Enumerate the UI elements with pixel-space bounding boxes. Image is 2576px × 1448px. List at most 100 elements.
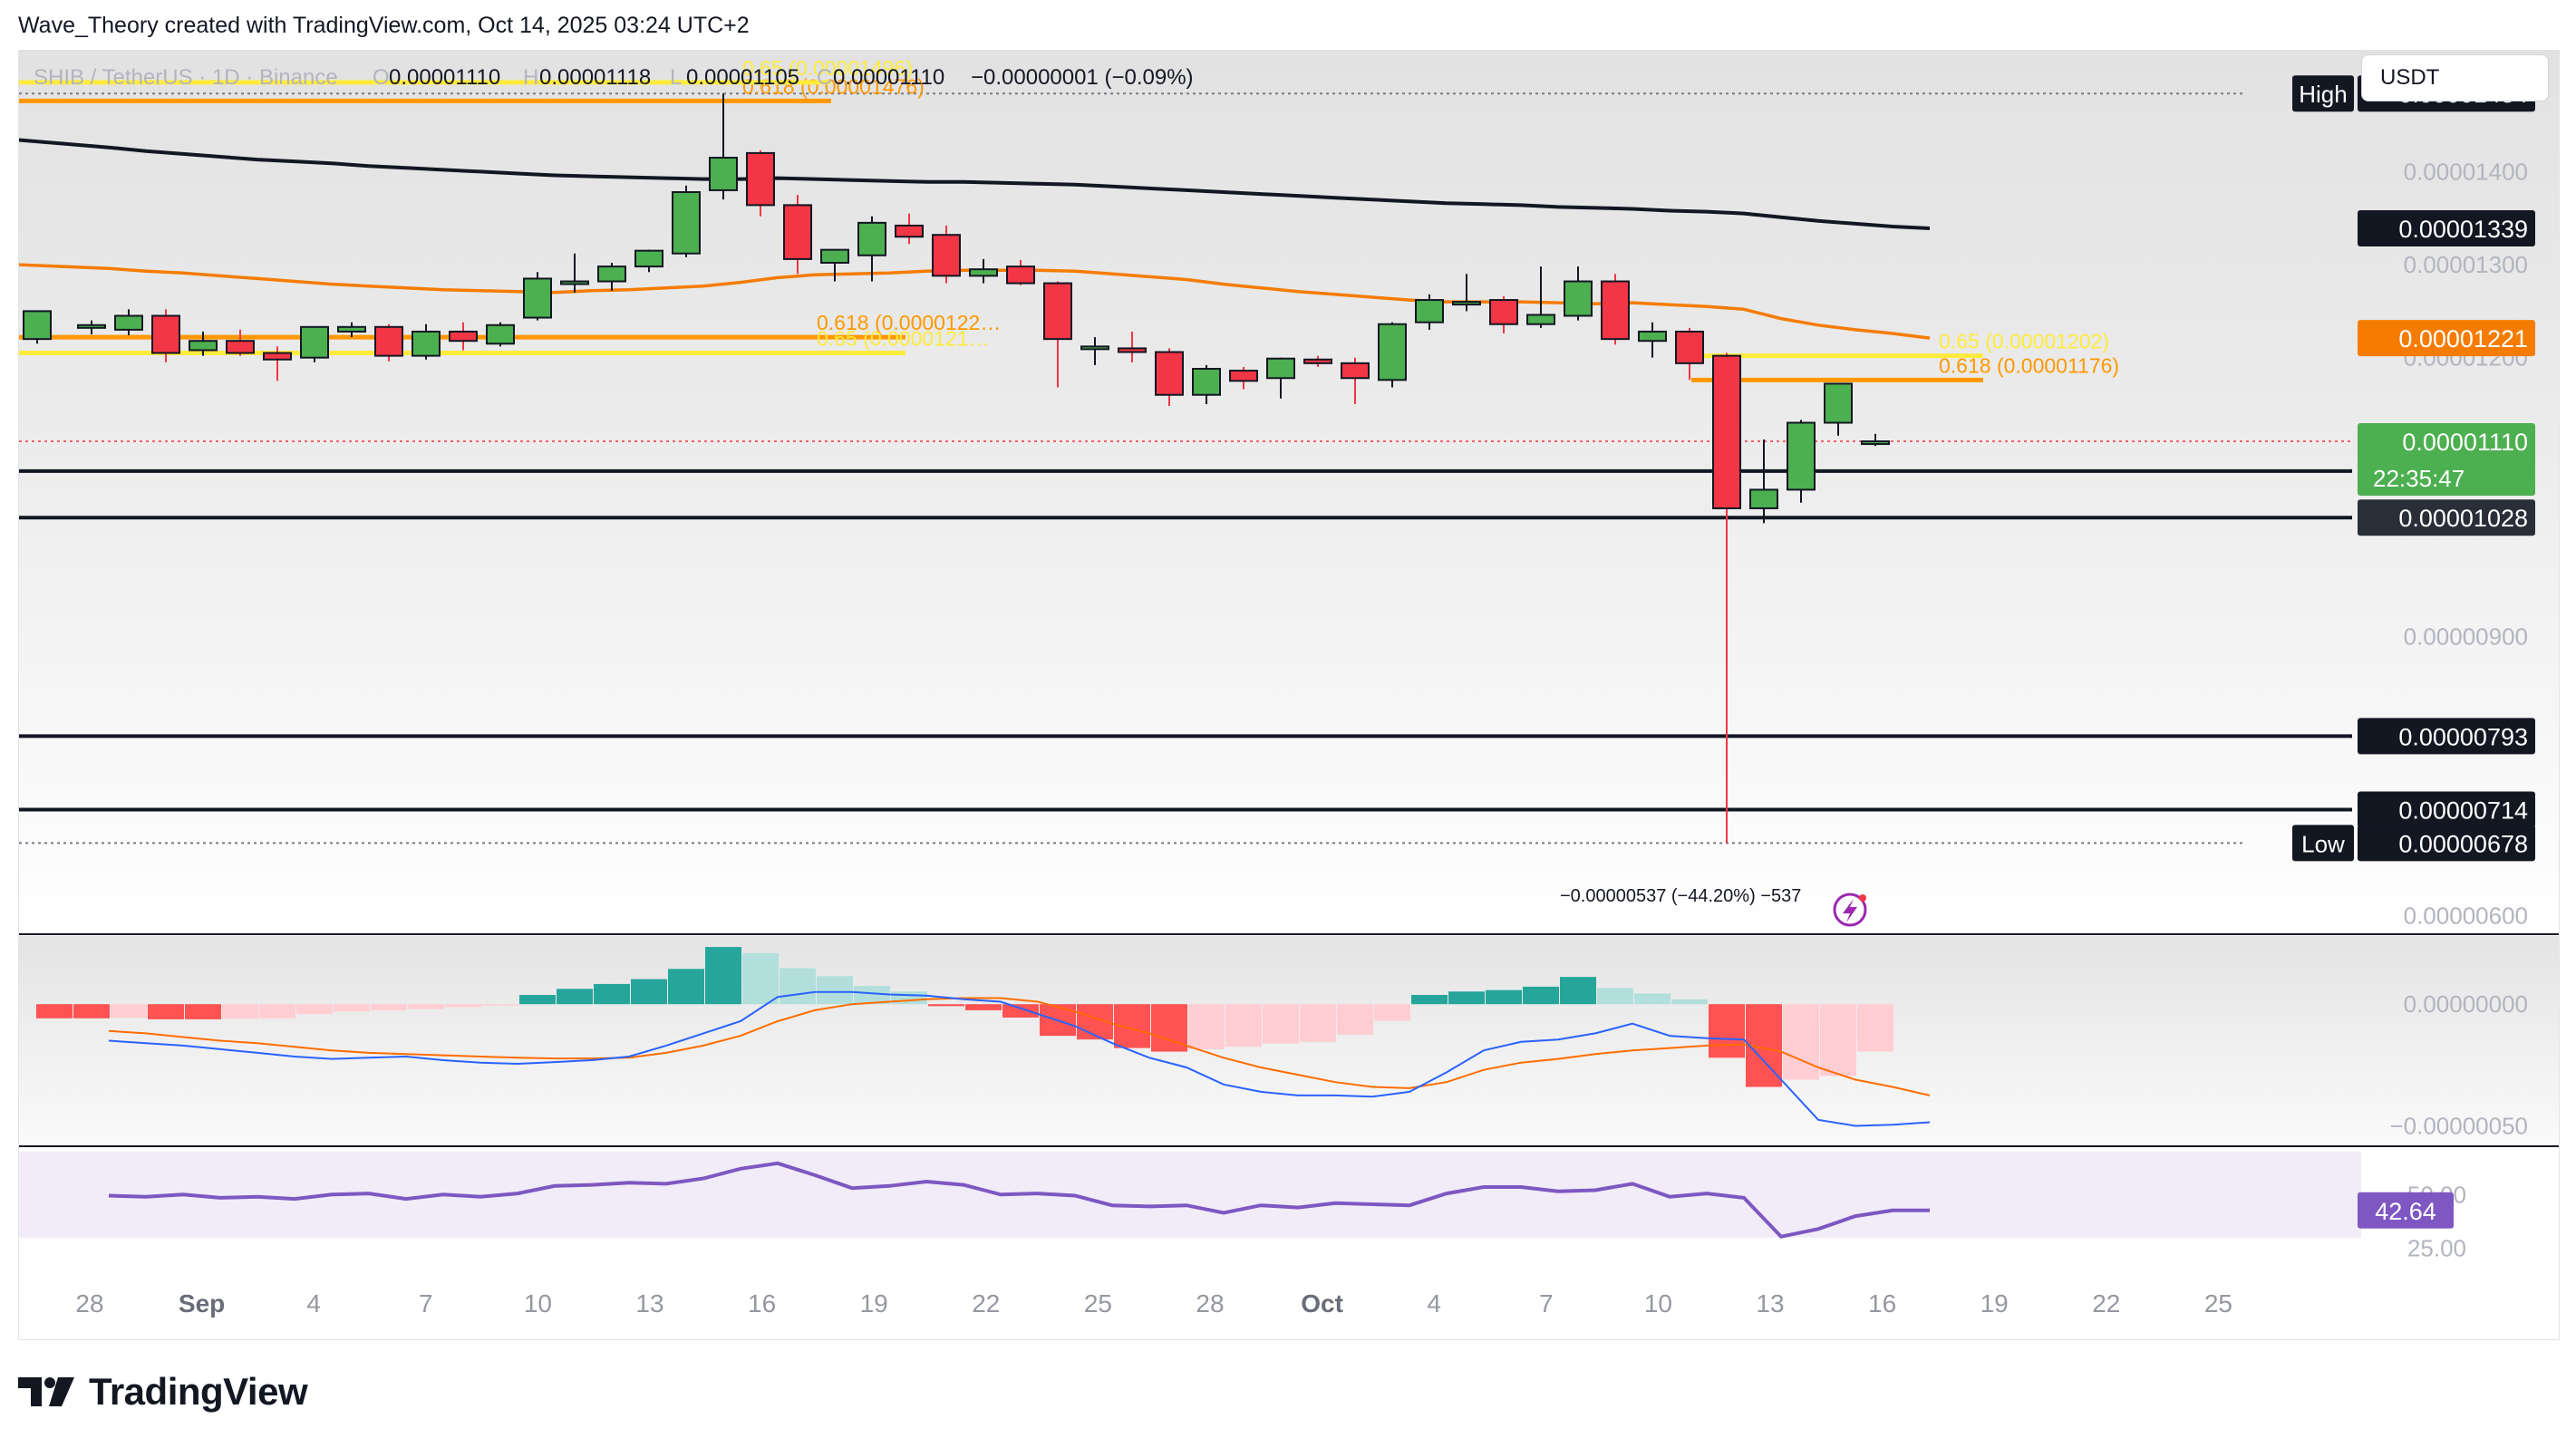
fib-label-1: 0.65 (0.00001496) <box>742 56 913 80</box>
author-attribution: Wave_Theory created with TradingView.com… <box>18 13 750 38</box>
candle-29 <box>1118 331 1147 362</box>
candle-body <box>1749 488 1778 509</box>
candle-37 <box>1415 294 1444 330</box>
candle-26 <box>1006 259 1035 285</box>
candle-body <box>226 340 255 354</box>
macd-bar-32 <box>1225 1004 1262 1047</box>
candle-body <box>1378 323 1407 381</box>
tradingview-logo-text: TradingView <box>89 1370 308 1413</box>
time-tick-8: 22 <box>972 1289 1000 1318</box>
candle-46 <box>1749 439 1778 524</box>
candle-body <box>263 352 292 361</box>
axis-prefix-bg-0 <box>2292 75 2354 112</box>
tradingview-logo[interactable]: TradingView <box>18 1370 308 1414</box>
candle-27 <box>1043 281 1072 388</box>
macd-bar-9 <box>371 1004 407 1010</box>
candle-body <box>374 325 403 357</box>
chart-area[interactable]: 0.618 (0.00001476) 0.65 (0.00001496) 0.618… <box>18 50 2560 1340</box>
macd-line <box>108 990 1931 1127</box>
time-tick-0: 28 <box>75 1289 103 1318</box>
candle-41 <box>1564 266 1593 321</box>
candle-10 <box>412 323 441 360</box>
tradingview-logo-icon <box>18 1377 74 1406</box>
candle-body <box>746 151 775 207</box>
bolt-icon-glyph <box>1843 899 1857 922</box>
candle-body <box>1192 368 1221 396</box>
measure-label: −0.00000537 (−44.20%) −537 <box>1560 886 1801 906</box>
axis-prefix-0: High <box>2299 81 2347 108</box>
candle-body <box>449 330 478 343</box>
macd-bar-16 <box>631 979 667 1005</box>
candle-body <box>857 221 886 256</box>
legend-item-7: C <box>817 65 832 90</box>
macd-bar-47 <box>1783 1004 1819 1080</box>
rsi-band <box>19 1151 2361 1238</box>
axis-label-2: 0.00001221 <box>2398 325 2528 352</box>
macd-bar-42 <box>1597 988 1633 1005</box>
macd-signal-line <box>108 997 1931 1096</box>
level-label-bg-1 <box>2358 499 2535 536</box>
price-tick-0: 0.00001400 <box>2404 158 2528 185</box>
bolt-icon <box>1833 893 1867 927</box>
price-axis[interactable]: 0.000014000.000013000.000012000.00000900… <box>2292 51 2560 1340</box>
candle-0 <box>23 310 52 344</box>
macd-bar-13 <box>519 995 556 1005</box>
candle-21 <box>820 248 849 282</box>
macd-bar-38 <box>1448 991 1485 1005</box>
level-label-bg-3 <box>2358 791 2535 828</box>
rsi-band-layer <box>19 1151 2361 1238</box>
candle-body <box>1266 357 1295 380</box>
candle-body <box>337 325 366 333</box>
fib-label-2: 0.618 (0.0000122… <box>817 311 1001 334</box>
macd-bar-11 <box>445 1004 481 1008</box>
candle-body <box>23 310 52 341</box>
rsi-last-label: 42.64 <box>2375 1198 2436 1225</box>
candle-24 <box>932 225 961 284</box>
candlestick-series <box>23 93 1890 844</box>
candle-1 <box>77 320 106 335</box>
ohlc-legend: SHIB / TetherUS · 1D · Binance O 0.0000111… <box>34 65 1194 90</box>
macd-indicator <box>36 947 1931 1127</box>
candle-body <box>189 340 218 352</box>
candle-48 <box>1824 382 1853 436</box>
candle-3 <box>151 309 180 362</box>
time-tick-5: 13 <box>635 1289 663 1318</box>
legend-item-8: 0.00001110 <box>833 65 944 90</box>
macd-bar-21 <box>817 976 853 1005</box>
level-label-2: 0.00000793 <box>2398 723 2528 750</box>
macd-bar-20 <box>780 968 816 1005</box>
candle-49 <box>1861 433 1890 447</box>
macd-bar-45 <box>1709 1004 1745 1058</box>
time-axis[interactable]: 28 Sep 4 7 10 13 16 19 22 25 28 Oct 4 7 10 13 16 19 22 25 <box>75 1289 2232 1318</box>
candle-body <box>1415 299 1444 323</box>
candle-body <box>560 280 589 285</box>
macd-bar-12 <box>482 1004 518 1006</box>
candle-body <box>1601 280 1630 341</box>
rsi-last-bg <box>2358 1192 2454 1229</box>
price-tick-3: 0.00000900 <box>2404 623 2528 651</box>
legend-item-0: SHIB / TetherUS · 1D · Binance <box>34 65 338 90</box>
macd-bar-24 <box>928 1004 964 1007</box>
chart-svg[interactable]: 0.618 (0.00001476)0.65 (0.00001496) 0.618… <box>19 51 2560 1340</box>
candle-body <box>1043 282 1072 341</box>
macd-bar-48 <box>1820 1004 1856 1076</box>
candle-16 <box>634 249 663 273</box>
price-pane-background <box>19 51 2559 934</box>
macd-bar-22 <box>854 986 890 1005</box>
macd-bar-31 <box>1188 1004 1225 1049</box>
candle-body <box>1675 330 1704 364</box>
candle-body <box>1155 351 1184 396</box>
candle-36 <box>1378 322 1407 388</box>
legend-item-5: L <box>670 65 682 90</box>
macd-tick-0: 0.00000000 <box>2404 990 2528 1018</box>
macd-bar-3 <box>148 1004 184 1019</box>
axis-label-4: 0.00000678 <box>2398 830 2528 857</box>
currency-selector-button[interactable]: USDT <box>2361 54 2549 101</box>
macd-bar-40 <box>1523 986 1559 1005</box>
time-tick-14: 10 <box>1644 1289 1672 1318</box>
macd-bar-37 <box>1411 995 1448 1005</box>
axis-label-bg-1 <box>2358 210 2535 247</box>
macd-bar-18 <box>705 947 741 1005</box>
legend-item-9: −0.00000001 (−0.09%) <box>971 65 1194 90</box>
candle-38 <box>1452 274 1481 312</box>
